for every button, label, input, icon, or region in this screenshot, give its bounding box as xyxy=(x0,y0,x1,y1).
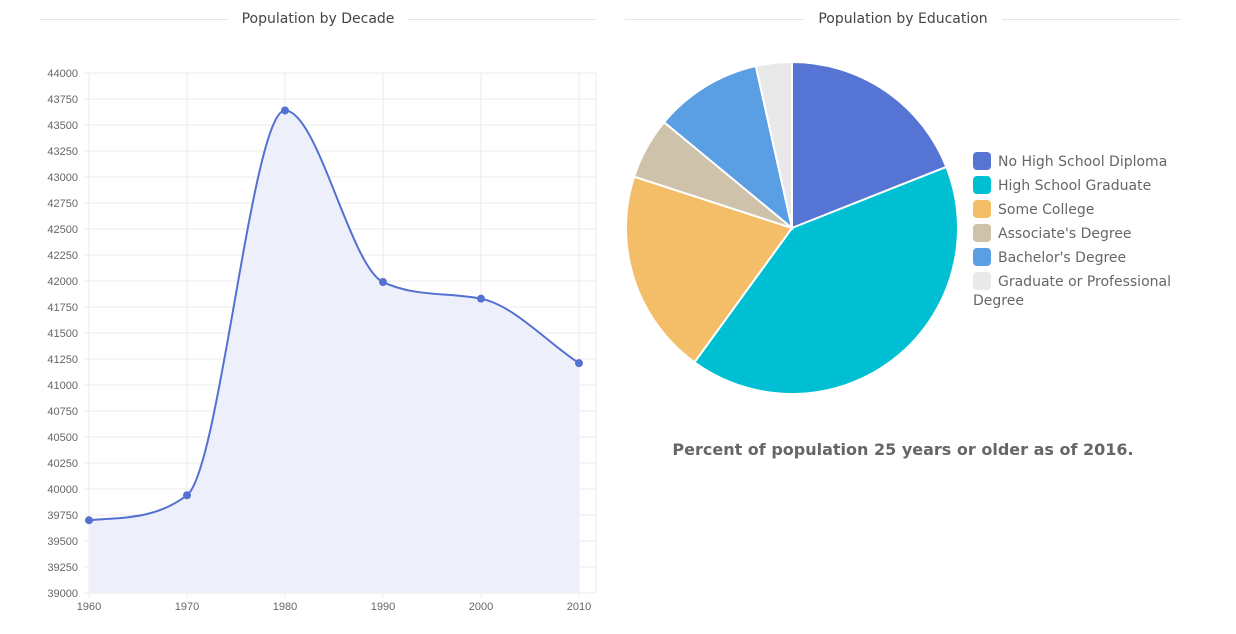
y-tick-label: 40000 xyxy=(47,484,78,496)
y-tick-label: 42250 xyxy=(47,250,78,262)
y-tick-label: 43500 xyxy=(47,120,78,132)
data-point[interactable] xyxy=(281,106,289,115)
y-tick-label: 42750 xyxy=(47,198,78,210)
y-tick-label: 41250 xyxy=(47,354,78,366)
pie-chart-title-bar: Population by Education xyxy=(625,8,1182,30)
y-tick-label: 39000 xyxy=(47,588,78,600)
legend-swatch xyxy=(973,200,991,218)
legend-item[interactable]: Some College xyxy=(973,200,1173,220)
legend-label: Some College xyxy=(998,202,1095,218)
legend-label: High School Graduate xyxy=(998,178,1152,194)
pie-slice[interactable] xyxy=(693,165,959,395)
pie-slice[interactable] xyxy=(754,60,793,229)
pie-caption: Percent of population 25 years or older … xyxy=(672,440,1134,459)
y-tick-label: 39750 xyxy=(47,510,78,522)
legend-label: No High School Diploma xyxy=(998,154,1168,170)
legend-item[interactable]: No High School Diploma xyxy=(973,152,1173,172)
legend-swatch xyxy=(973,152,991,170)
pie-slice[interactable] xyxy=(662,64,794,231)
x-axis-labels: 1960 1970 1980 1990 2000 2010 xyxy=(77,601,591,613)
legend-item[interactable]: Graduate or Professional Degree xyxy=(973,272,1173,311)
pie-slice[interactable] xyxy=(632,120,793,229)
x-tick-label: 1990 xyxy=(371,601,395,613)
legend-swatch xyxy=(973,248,991,266)
data-point[interactable] xyxy=(477,294,485,303)
population-line-chart: 39000 39250 39500 39750 40000 40250 40500 40750… xyxy=(47,68,597,613)
y-tick-label: 41500 xyxy=(47,328,78,340)
x-tick-label: 1960 xyxy=(77,601,101,613)
pie-slice[interactable] xyxy=(625,175,794,364)
data-point[interactable] xyxy=(575,359,583,368)
legend-item[interactable]: Bachelor's Degree xyxy=(973,248,1173,268)
y-tick-label: 43000 xyxy=(47,172,78,184)
y-tick-label: 39500 xyxy=(47,536,78,548)
legend-label: Associate's Degree xyxy=(998,226,1132,242)
legend-label: Bachelor's Degree xyxy=(998,250,1127,266)
y-tick-label: 42000 xyxy=(47,276,78,288)
title-rule-right xyxy=(1001,18,1182,20)
x-tick-label: 2010 xyxy=(567,601,591,613)
legend-item[interactable]: Associate's Degree xyxy=(973,224,1173,244)
data-point[interactable] xyxy=(379,278,387,287)
y-tick-label: 41000 xyxy=(47,380,78,392)
title-rule-right xyxy=(408,18,597,20)
pie-slice[interactable] xyxy=(791,60,948,230)
data-point[interactable] xyxy=(183,491,191,500)
line-chart-title: Population by Decade xyxy=(241,11,395,27)
title-rule-left xyxy=(625,18,805,20)
legend-label: Graduate or Professional Degree xyxy=(973,274,1171,309)
y-tick-label: 40500 xyxy=(47,432,78,444)
y-axis-labels: 39000 39250 39500 39750 40000 40250 40500 40750… xyxy=(47,68,78,600)
legend-swatch xyxy=(973,272,991,290)
y-tick-label: 40750 xyxy=(47,406,78,418)
legend-item[interactable]: High School Graduate xyxy=(973,176,1173,196)
pie-chart-title: Population by Education xyxy=(818,11,988,27)
y-tick-label: 40250 xyxy=(47,458,78,470)
x-tick-label: 1980 xyxy=(273,601,297,613)
y-tick-label: 39250 xyxy=(47,562,78,574)
x-tick-label: 1970 xyxy=(175,601,199,613)
legend-swatch xyxy=(973,176,991,194)
data-point[interactable] xyxy=(85,516,93,525)
series-area-fill xyxy=(89,110,579,593)
pie-legend: No High School Diploma High School Gradua… xyxy=(973,152,1173,315)
title-rule-left xyxy=(40,18,228,20)
x-tick-label: 2000 xyxy=(469,601,493,613)
y-tick-label: 43750 xyxy=(47,94,78,106)
y-tick-label: 41750 xyxy=(47,302,78,314)
legend-swatch xyxy=(973,224,991,242)
y-tick-label: 43250 xyxy=(47,146,78,158)
line-chart-title-bar: Population by Decade xyxy=(40,8,597,30)
y-tick-label: 42500 xyxy=(47,224,78,236)
y-tick-label: 44000 xyxy=(47,68,78,80)
